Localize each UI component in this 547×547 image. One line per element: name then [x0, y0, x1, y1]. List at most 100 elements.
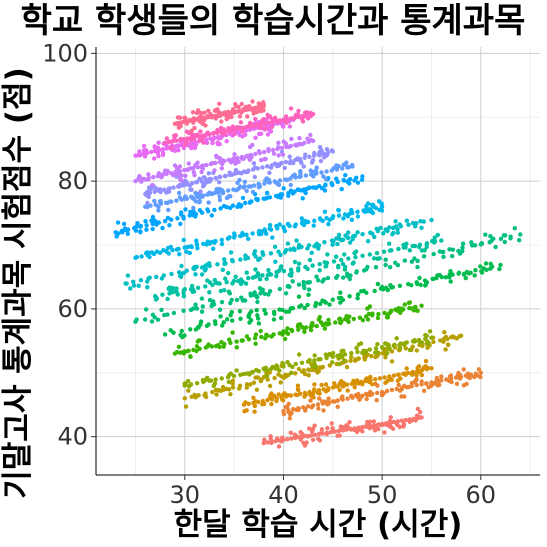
data-point: [219, 119, 224, 124]
data-point: [278, 380, 283, 385]
data-point: [277, 286, 282, 292]
data-point: [241, 169, 246, 174]
data-point: [244, 270, 249, 275]
data-point: [353, 249, 359, 254]
data-point: [182, 396, 187, 401]
data-point: [198, 189, 203, 194]
data-point: [335, 398, 340, 403]
data-point: [212, 381, 218, 386]
data-point: [348, 273, 353, 278]
data-point: [191, 165, 196, 171]
data-point: [377, 256, 382, 261]
data-point: [288, 267, 294, 272]
data-point: [292, 189, 297, 194]
data-point: [175, 115, 181, 120]
data-point: [330, 399, 335, 404]
data-point: [374, 250, 380, 256]
data-point: [316, 388, 322, 393]
data-point: [409, 384, 414, 389]
data-point: [478, 370, 483, 375]
data-point: [198, 129, 203, 134]
data-point: [256, 369, 261, 374]
data-point: [281, 364, 286, 369]
data-point: [286, 401, 291, 407]
data-point: [174, 198, 179, 203]
data-point: [403, 417, 408, 423]
data-point: [360, 424, 365, 430]
data-point: [356, 425, 361, 430]
data-point: [144, 227, 149, 232]
data-point: [266, 120, 271, 125]
data-point: [361, 208, 366, 213]
data-point: [260, 165, 265, 170]
data-point: [204, 162, 209, 168]
data-point: [304, 433, 310, 439]
data-point: [244, 124, 249, 130]
data-point: [201, 140, 206, 145]
data-point: [210, 191, 215, 196]
data-point: [260, 273, 265, 278]
data-point: [236, 159, 241, 164]
data-point: [489, 264, 495, 269]
data-point: [237, 383, 243, 388]
data-point: [169, 199, 174, 204]
data-point: [414, 221, 419, 226]
data-point: [218, 206, 223, 211]
data-point: [415, 415, 420, 421]
x-ticks: 30 40 50 60: [170, 475, 496, 509]
data-point: [373, 346, 379, 351]
data-point: [143, 191, 148, 197]
data-point: [218, 174, 223, 180]
data-point: [247, 320, 252, 325]
data-point: [146, 276, 151, 281]
data-point: [158, 201, 164, 206]
data-point: [272, 115, 278, 121]
data-point: [345, 165, 350, 170]
data-point: [407, 248, 412, 253]
series-group: [133, 132, 316, 188]
data-point: [305, 359, 311, 364]
data-point: [281, 408, 286, 414]
data-point: [258, 328, 263, 334]
data-point: [405, 370, 411, 376]
data-point: [300, 196, 305, 201]
data-point: [288, 182, 293, 188]
data-point: [367, 304, 373, 309]
data-point: [182, 115, 187, 121]
data-point: [230, 156, 236, 162]
data-point: [310, 138, 316, 144]
data-point: [213, 175, 218, 181]
data-point: [340, 428, 345, 433]
data-point: [138, 278, 144, 283]
data-point: [396, 382, 401, 388]
data-point: [192, 266, 197, 272]
data-point: [188, 287, 194, 292]
data-point: [230, 330, 235, 335]
data-point: [145, 253, 150, 258]
data-point: [231, 278, 237, 284]
data-point: [149, 149, 154, 155]
series-group: [133, 226, 523, 324]
data-point: [275, 226, 280, 231]
data-point: [288, 116, 294, 121]
data-point: [355, 214, 361, 219]
x-axis-label: 한달 학습 시간 (시간): [174, 507, 463, 543]
data-point: [334, 167, 340, 172]
data-point: [321, 387, 326, 392]
data-point: [393, 219, 398, 224]
data-point: [230, 259, 235, 264]
data-point: [145, 200, 150, 206]
data-point: [296, 108, 301, 114]
data-point: [407, 417, 412, 422]
data-point: [250, 99, 255, 104]
data-point: [174, 138, 179, 143]
data-point: [316, 431, 322, 437]
data-point: [373, 381, 378, 386]
data-point: [271, 151, 277, 156]
data-point: [242, 179, 247, 184]
data-point: [192, 145, 198, 151]
data-point: [181, 237, 186, 243]
data-point: [203, 391, 208, 396]
data-point: [170, 247, 175, 253]
data-point: [179, 263, 184, 269]
